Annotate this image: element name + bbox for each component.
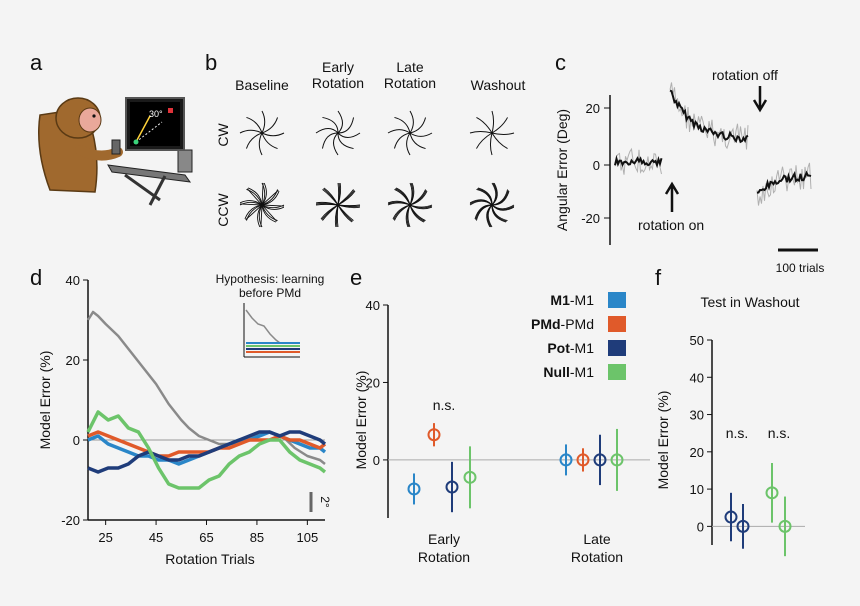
panel-label-b: b — [205, 50, 217, 75]
f-ytick: 40 — [690, 370, 704, 385]
d-ytick: 20 — [66, 353, 80, 368]
d-xtick: 105 — [296, 530, 318, 545]
c-ytick-0: 0 — [593, 158, 600, 173]
panel-f: Test in Washout 50 40 30 20 10 0 Model Error … — [655, 294, 805, 557]
panel-e: 40 20 0 Model Error (%) n.s. Early Rotation… — [353, 292, 650, 565]
e-point — [593, 453, 607, 467]
e-ytick: 20 — [366, 375, 380, 390]
col-label-early: Early Rotation — [312, 59, 364, 91]
f-ylabel: Model Error (%) — [655, 391, 671, 490]
d-xtick: 85 — [250, 530, 264, 545]
row-label-cw: CW — [215, 123, 231, 147]
f-point — [778, 519, 792, 533]
e-point — [427, 428, 441, 442]
e-legend-swatch — [608, 340, 626, 356]
e-legend-label: Pot-M1 — [547, 340, 594, 356]
d-series-line — [87, 430, 327, 474]
monkey-illustration: 30° — [38, 97, 193, 206]
c-ytick-20: 20 — [586, 101, 600, 116]
row-label-ccw: CCW — [215, 192, 231, 226]
e-legend-label: Null-M1 — [543, 364, 594, 380]
col-label-late: Late Rotation — [384, 59, 436, 91]
panel-d: 40 20 0 -20 25 45 65 85 105 Rotation Trials Mode… — [37, 272, 332, 567]
trajectory-cell — [239, 182, 285, 228]
panel-label-c: c — [555, 50, 566, 75]
c-rotation-on-arrow — [664, 181, 680, 212]
d-inset-title: Hypothesis: learning before PMd — [216, 272, 325, 300]
e-legend-swatch — [608, 316, 626, 332]
trajectory-cell — [315, 110, 361, 156]
d-xtick: 45 — [149, 530, 163, 545]
col-label-washout: Washout — [471, 77, 526, 93]
e-ylabel: Model Error (%) — [353, 371, 369, 470]
f-point — [724, 510, 738, 524]
d-series-line — [87, 430, 327, 466]
f-ns-label-2: n.s. — [768, 425, 791, 441]
panel-label-a: a — [30, 50, 43, 75]
f-ytick: 20 — [690, 445, 704, 460]
d-ylabel: Model Error (%) — [37, 351, 53, 450]
e-point — [445, 480, 459, 494]
f-title: Test in Washout — [700, 294, 799, 310]
f-ytick: 30 — [690, 408, 704, 423]
e-point — [576, 453, 590, 467]
f-ytick: 0 — [697, 519, 704, 534]
e-legend-label: PMd-PMd — [531, 316, 594, 332]
f-ns-label-1: n.s. — [726, 425, 749, 441]
e-ytick: 0 — [373, 453, 380, 468]
trajectory-cell — [239, 110, 285, 156]
e-legend-swatch — [608, 364, 626, 380]
e-ytick: 40 — [366, 298, 380, 313]
f-ytick: 50 — [690, 333, 704, 348]
d-ytick: -20 — [61, 513, 80, 528]
e-legend-label: M1-M1 — [550, 292, 594, 308]
e-point — [610, 453, 624, 467]
c-rotation-off-label: rotation off — [712, 67, 778, 83]
e-point — [407, 482, 421, 496]
panel-b: Baseline Early Rotation Late Rotation Wash… — [215, 59, 526, 228]
d-scalebar-label: 2° — [318, 496, 332, 508]
trajectory-cell — [387, 110, 433, 156]
c-mean-trace — [756, 170, 812, 194]
trajectory-cell — [469, 182, 515, 228]
d-series-line — [86, 410, 327, 490]
c-trial-trace — [756, 162, 812, 206]
f-ytick: 10 — [690, 482, 704, 497]
panel-label-d: d — [30, 265, 42, 290]
c-mean-trace — [614, 154, 663, 169]
panel-label-e: e — [350, 265, 362, 290]
rotation-angle-label: 30° — [149, 109, 163, 119]
panel-c: 20 0 -20 Angular Error (Deg) rotation of… — [554, 67, 824, 275]
c-rotation-on-label: rotation on — [638, 217, 704, 233]
e-point — [559, 453, 573, 467]
col-label-baseline: Baseline — [235, 77, 289, 93]
d-xtick: 65 — [199, 530, 213, 545]
panel-label-f: f — [655, 265, 662, 290]
d-xtick: 25 — [98, 530, 112, 545]
c-ylabel: Angular Error (Deg) — [554, 109, 570, 231]
d-inset — [243, 303, 300, 358]
e-group-early: Early Rotation — [418, 531, 470, 565]
c-scalebar-label: 100 trials — [776, 261, 825, 275]
e-legend: M1-M1 PMd-PMd Pot-M1 Null-M1 — [531, 292, 626, 380]
trajectory-cell — [469, 110, 515, 156]
trajectory-cell — [315, 182, 361, 228]
e-point — [463, 470, 477, 484]
e-legend-swatch — [608, 292, 626, 308]
d-xlabel: Rotation Trials — [165, 551, 254, 567]
f-point — [765, 486, 779, 500]
c-ytick-neg20: -20 — [581, 211, 600, 226]
e-ns-label: n.s. — [433, 397, 456, 413]
c-rotation-off-arrow — [752, 86, 768, 113]
d-ytick: 40 — [66, 273, 80, 288]
f-point — [736, 519, 750, 533]
d-ytick: 0 — [73, 433, 80, 448]
trajectory-cell — [387, 182, 433, 228]
c-mean-trace — [669, 89, 749, 144]
e-group-late: Late Rotation — [571, 531, 623, 565]
